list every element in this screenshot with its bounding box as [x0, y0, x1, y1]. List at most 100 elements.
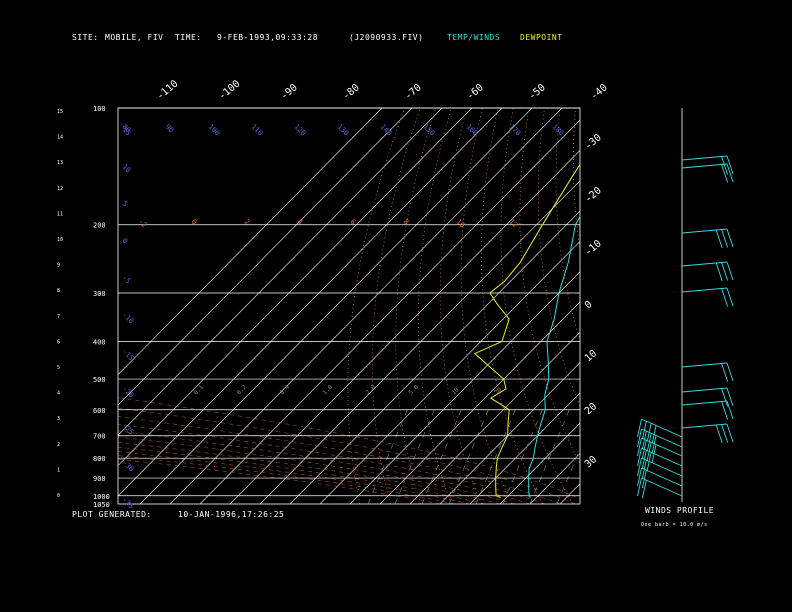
moist-adiabat-line — [118, 397, 580, 500]
moist-adiabat-label: -2 — [137, 218, 149, 230]
dry-adiabat-line — [715, 108, 792, 504]
isotherm-line — [469, 392, 580, 504]
wind-barb-feather — [726, 362, 734, 382]
moist-adiabat-line — [118, 436, 516, 504]
wind-barb — [637, 477, 683, 499]
wind-barb-feather — [637, 447, 642, 467]
dry-adiabat-line — [500, 108, 574, 504]
dry-adiabat-line — [731, 108, 792, 504]
dry-adiabat-label: 160 — [465, 123, 480, 138]
theta-left-label: 10 — [121, 163, 133, 175]
wind-barb-shaft — [681, 400, 728, 406]
wind-barb-feather — [637, 418, 642, 438]
moist-adiabat-label: 4 — [296, 218, 305, 227]
wind-barb-feather — [726, 387, 734, 407]
pressure-tick-label: 800 — [93, 455, 106, 463]
wind-barb-feather — [726, 423, 734, 443]
isotherm-line — [650, 108, 792, 504]
wind-barb — [681, 287, 734, 307]
moist-adiabat-label: 12 — [508, 218, 520, 230]
wind-barb-feather — [721, 288, 729, 307]
mixing-ratio-label: 0.4 — [278, 384, 291, 397]
moist-adiabat-line — [118, 455, 456, 504]
isotherm-top-label: -40 — [589, 82, 610, 102]
moist-adiabat-label: 8 — [402, 218, 411, 227]
pressure-tick-label: 1000 — [93, 493, 110, 501]
wind-barb — [681, 155, 734, 175]
wind-barb-feather — [637, 477, 642, 497]
moist-adiabat-line — [118, 441, 501, 504]
wind-barb-feather — [637, 437, 642, 457]
dewpoint-series-line — [473, 163, 580, 498]
plot-generated-value: 10-JAN-1996,17:26:25 — [178, 510, 285, 519]
theta-left-label: 0 — [121, 237, 130, 246]
isotherm-top-label: -110 — [155, 78, 181, 102]
moist-adiabat-label: 6 — [349, 218, 358, 227]
mixing-ratio-label: 5.0 — [407, 384, 420, 397]
moist-adiabat-label: 2 — [243, 218, 252, 227]
wind-barb-feather — [721, 401, 729, 420]
pressure-tick-label: 600 — [93, 407, 106, 415]
dry-adiabat-label: 180 — [551, 123, 566, 138]
wind-barb-feather — [721, 262, 729, 281]
dry-adiabat-line — [418, 108, 452, 504]
pressure-tick-label: 700 — [93, 433, 106, 441]
isotherm-right-label: 10 — [583, 348, 599, 364]
isotherm-line — [199, 119, 580, 504]
isotherm-right-label: -10 — [583, 238, 604, 258]
wind-barb-feather — [646, 433, 652, 452]
dry-adiabat-label: 90 — [164, 123, 176, 135]
mixing-ratio-line — [502, 409, 543, 504]
isotherm-line — [118, 108, 503, 497]
wind-barb-feather — [726, 228, 734, 248]
mixing-ratio-line — [529, 409, 570, 504]
isotherm-line — [289, 210, 580, 504]
mixing-ratio-label: 1.0 — [321, 384, 334, 397]
moist-adiabat-line — [118, 416, 561, 504]
dry-adiabat-line — [638, 108, 792, 504]
dry-adiabat-line — [347, 108, 405, 504]
wind-barb-feather — [651, 435, 657, 454]
pressure-tick-label: 100 — [93, 105, 106, 113]
isotherm-top-label: -70 — [403, 82, 424, 102]
height-tick-label: 15 — [57, 109, 63, 115]
wind-barb-feather — [721, 388, 729, 407]
dry-adiabat-line — [519, 108, 580, 465]
pressure-tick-label: 400 — [93, 338, 106, 346]
dry-adiabat-line — [555, 108, 580, 342]
wind-barb-feather — [715, 424, 723, 444]
isotherm-right-label: 20 — [583, 401, 599, 417]
moist-adiabat-label: 10 — [455, 218, 467, 230]
isotherm-line — [229, 150, 580, 504]
height-tick-label: 4 — [57, 391, 60, 397]
mixing-ratio-label: 0.1 — [192, 384, 205, 397]
dry-adiabat-line — [395, 108, 437, 504]
theta-left-label: 5 — [121, 200, 130, 209]
plot-frame — [117, 107, 581, 505]
dry-adiabat-label: 80 — [121, 123, 133, 135]
isotherm-top-label: -60 — [465, 82, 486, 102]
dry-adiabat-line — [700, 108, 792, 504]
wind-barb-shaft — [641, 437, 683, 457]
height-tick-label: 0 — [57, 493, 60, 499]
wind-barb-feather — [637, 428, 642, 448]
mixing-ratio-line — [475, 409, 516, 504]
pressure-tick-label: 500 — [93, 376, 106, 384]
mixing-ratio-line — [367, 409, 408, 504]
theta-left-label: 15 — [121, 126, 133, 138]
isotherm-top-label: -90 — [279, 82, 300, 102]
site-value: MOBILE, FIV — [105, 33, 164, 42]
wind-barb-feather — [721, 164, 729, 183]
height-tick-label: 8 — [57, 288, 60, 294]
mixing-ratio-line — [556, 448, 580, 504]
dry-adiabat-label: 100 — [207, 123, 222, 138]
winds-profile-title: WINDS PROFILE — [645, 506, 715, 515]
moist-adiabat-line — [118, 407, 576, 504]
theta-left-label: -5 — [121, 274, 133, 286]
height-tick-label: 7 — [57, 314, 60, 320]
mixing-ratio-label: 10 — [450, 386, 460, 396]
isotherm-line — [139, 108, 533, 504]
dry-adiabat-label: 120 — [293, 123, 308, 138]
isotherm-right-label: 30 — [583, 454, 599, 470]
